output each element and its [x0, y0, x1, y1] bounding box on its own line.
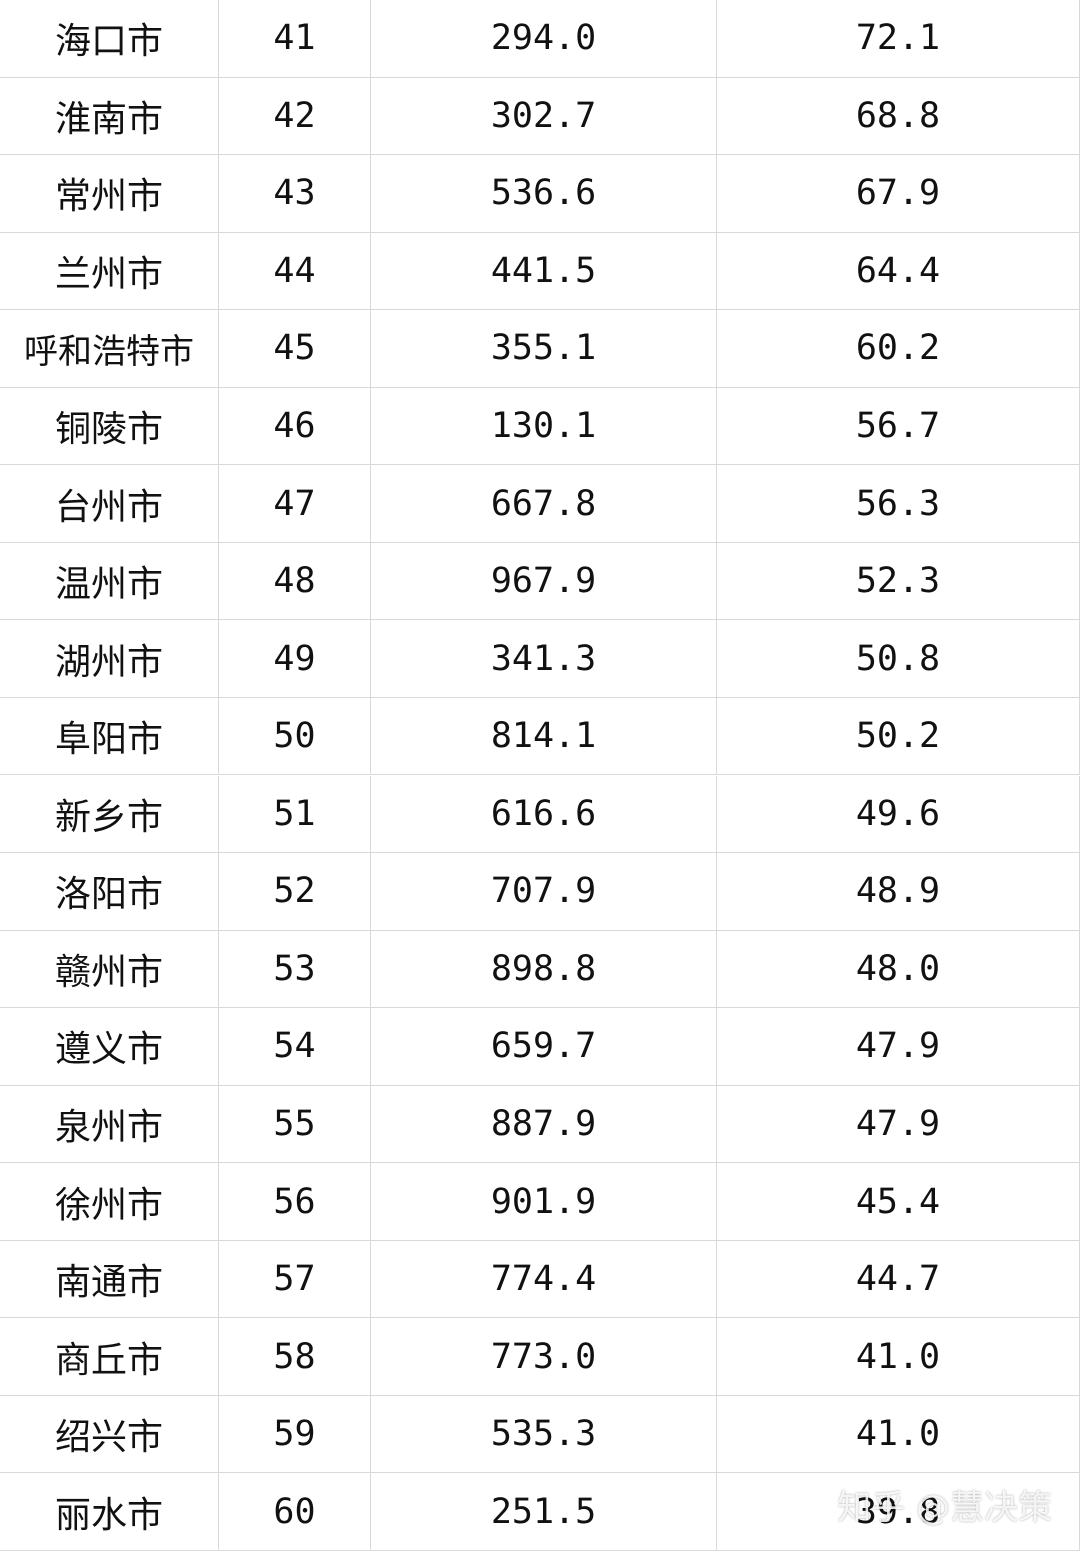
city-cell: 温州市	[0, 542, 219, 621]
index-cell: 47.9	[717, 1085, 1080, 1164]
rank-cell: 58	[219, 1318, 371, 1396]
city-cell: 丽水市	[0, 1473, 219, 1551]
rank-cell: 55	[219, 1085, 371, 1164]
value-cell: 536.6	[371, 155, 717, 233]
city-cell: 赣州市	[0, 930, 219, 1009]
index-cell: 49.6	[717, 775, 1080, 854]
city-cell: 南通市	[0, 1240, 219, 1319]
rank-cell: 49	[219, 620, 371, 698]
index-cell: 45.4	[717, 1163, 1080, 1241]
value-cell: 814.1	[371, 697, 717, 776]
city-cell: 阜阳市	[0, 697, 219, 776]
value-cell: 355.1	[371, 310, 717, 388]
rank-cell: 43	[219, 155, 371, 233]
city-cell: 铜陵市	[0, 387, 219, 466]
value-cell: 887.9	[371, 1085, 717, 1164]
index-cell: 52.3	[717, 542, 1080, 621]
city-cell: 绍兴市	[0, 1395, 219, 1474]
index-cell: 72.1	[717, 0, 1080, 78]
value-cell: 341.3	[371, 620, 717, 698]
rank-cell: 50	[219, 697, 371, 776]
city-cell: 台州市	[0, 465, 219, 543]
value-cell: 302.7	[371, 77, 717, 156]
index-cell: 48.0	[717, 930, 1080, 1009]
value-cell: 898.8	[371, 930, 717, 1009]
watermark: 知乎 @慧决策	[837, 1488, 1052, 1528]
index-cell: 44.7	[717, 1240, 1080, 1319]
rank-cell: 56	[219, 1163, 371, 1241]
city-cell: 海口市	[0, 0, 219, 78]
value-cell: 967.9	[371, 542, 717, 621]
rank-cell: 57	[219, 1240, 371, 1319]
rank-cell: 60	[219, 1473, 371, 1551]
rank-cell: 48	[219, 542, 371, 621]
city-cell: 泉州市	[0, 1085, 219, 1164]
index-cell: 50.8	[717, 620, 1080, 698]
city-cell: 商丘市	[0, 1318, 219, 1396]
index-cell: 41.0	[717, 1318, 1080, 1396]
index-cell: 39.8	[717, 1473, 1080, 1551]
value-cell: 901.9	[371, 1163, 717, 1241]
index-cell: 60.2	[717, 310, 1080, 388]
index-cell: 68.8	[717, 77, 1080, 156]
index-cell: 67.9	[717, 155, 1080, 233]
city-cell: 新乡市	[0, 775, 219, 854]
rank-cell: 41	[219, 0, 371, 78]
index-cell: 41.0	[717, 1395, 1080, 1474]
rank-cell: 53	[219, 930, 371, 1009]
index-cell: 56.3	[717, 465, 1080, 543]
value-cell: 707.9	[371, 853, 717, 931]
value-cell: 616.6	[371, 775, 717, 854]
rank-cell: 47	[219, 465, 371, 543]
city-cell: 徐州市	[0, 1163, 219, 1241]
value-cell: 667.8	[371, 465, 717, 543]
value-cell: 659.7	[371, 1008, 717, 1086]
value-cell: 130.1	[371, 387, 717, 466]
rank-cell: 54	[219, 1008, 371, 1086]
city-cell: 洛阳市	[0, 853, 219, 931]
city-cell: 常州市	[0, 155, 219, 233]
rank-cell: 52	[219, 853, 371, 931]
index-cell: 50.2	[717, 697, 1080, 776]
rank-cell: 46	[219, 387, 371, 466]
city-cell: 遵义市	[0, 1008, 219, 1086]
rank-cell: 51	[219, 775, 371, 854]
value-cell: 294.0	[371, 0, 717, 78]
value-cell: 773.0	[371, 1318, 717, 1396]
value-cell: 441.5	[371, 232, 717, 311]
index-cell: 47.9	[717, 1008, 1080, 1086]
index-cell: 64.4	[717, 232, 1080, 311]
rank-cell: 45	[219, 310, 371, 388]
value-cell: 251.5	[371, 1473, 717, 1551]
city-cell: 呼和浩特市	[0, 310, 219, 388]
value-cell: 774.4	[371, 1240, 717, 1319]
city-cell: 兰州市	[0, 232, 219, 311]
value-cell: 535.3	[371, 1395, 717, 1474]
rank-cell: 44	[219, 232, 371, 311]
index-cell: 48.9	[717, 853, 1080, 931]
city-cell: 湖州市	[0, 620, 219, 698]
rank-cell: 42	[219, 77, 371, 156]
city-cell: 淮南市	[0, 77, 219, 156]
rank-cell: 59	[219, 1395, 371, 1474]
index-cell: 56.7	[717, 387, 1080, 466]
